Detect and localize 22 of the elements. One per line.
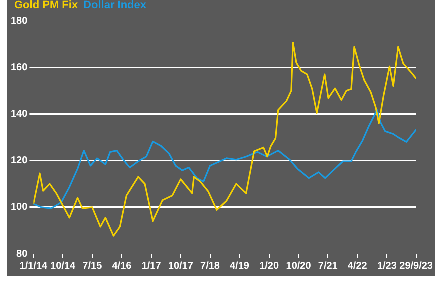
y-tick-label: 140 [10,108,28,120]
x-tick-label: 7/15 [82,260,103,272]
x-tick-label: 7/18 [200,260,220,272]
x-tick-label: 4/16 [112,260,132,272]
y-tick-label: 80 [16,248,28,260]
x-tick-label: 4/22 [348,260,368,272]
y-tick-label: 100 [10,202,28,214]
x-tick-label: 7/21 [318,260,338,272]
x-tick-label: 10/17 [168,260,194,272]
text: Gold PM Fix [14,0,79,12]
y-tick-label: 160 [10,62,28,74]
y-tick-label: 180 [10,16,28,27]
x-tick-label: 10/20 [286,260,312,272]
x-tick-label: 1/23 [377,260,398,272]
x-tick-label: 10/14 [50,260,76,272]
x-tick-label: 29/9/23 [400,260,434,272]
x-tick-label: 1/17 [142,260,162,272]
x-tick-label: 1/1/14 [20,260,48,272]
x-tick-label: 1/20 [260,260,280,272]
y-tick-label: 120 [10,156,28,167]
x-tick-label: 4/19 [230,260,250,272]
text: Dollar Index [84,0,148,12]
